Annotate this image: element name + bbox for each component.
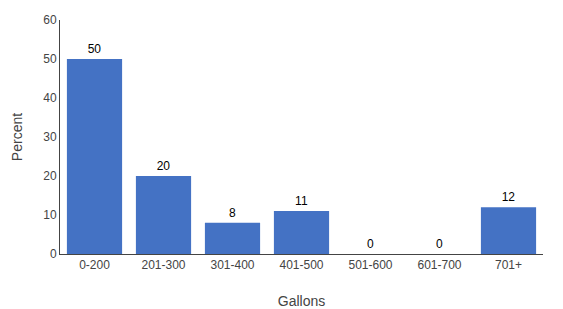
- svg-text:11: 11: [295, 194, 308, 208]
- svg-text:201-300: 201-300: [141, 258, 185, 272]
- svg-text:20: 20: [43, 169, 57, 183]
- svg-text:0-200: 0-200: [79, 258, 110, 272]
- svg-text:60: 60: [43, 13, 57, 27]
- svg-text:50: 50: [43, 52, 57, 66]
- svg-text:301-400: 301-400: [210, 258, 254, 272]
- svg-text:20: 20: [157, 159, 171, 173]
- svg-text:601-700: 601-700: [417, 258, 461, 272]
- svg-text:12: 12: [502, 190, 516, 204]
- svg-text:8: 8: [229, 206, 236, 220]
- svg-text:0: 0: [50, 247, 57, 261]
- svg-text:401-500: 401-500: [279, 258, 323, 272]
- svg-text:501-600: 501-600: [348, 258, 392, 272]
- svg-text:Gallons: Gallons: [278, 293, 325, 309]
- svg-text:0: 0: [436, 237, 443, 251]
- svg-text:40: 40: [43, 91, 57, 105]
- svg-text:50: 50: [88, 42, 102, 56]
- svg-text:701+: 701+: [495, 258, 522, 272]
- svg-text:30: 30: [43, 130, 57, 144]
- svg-text:Percent: Percent: [9, 113, 25, 161]
- svg-text:0: 0: [367, 237, 374, 251]
- svg-text:10: 10: [43, 208, 57, 222]
